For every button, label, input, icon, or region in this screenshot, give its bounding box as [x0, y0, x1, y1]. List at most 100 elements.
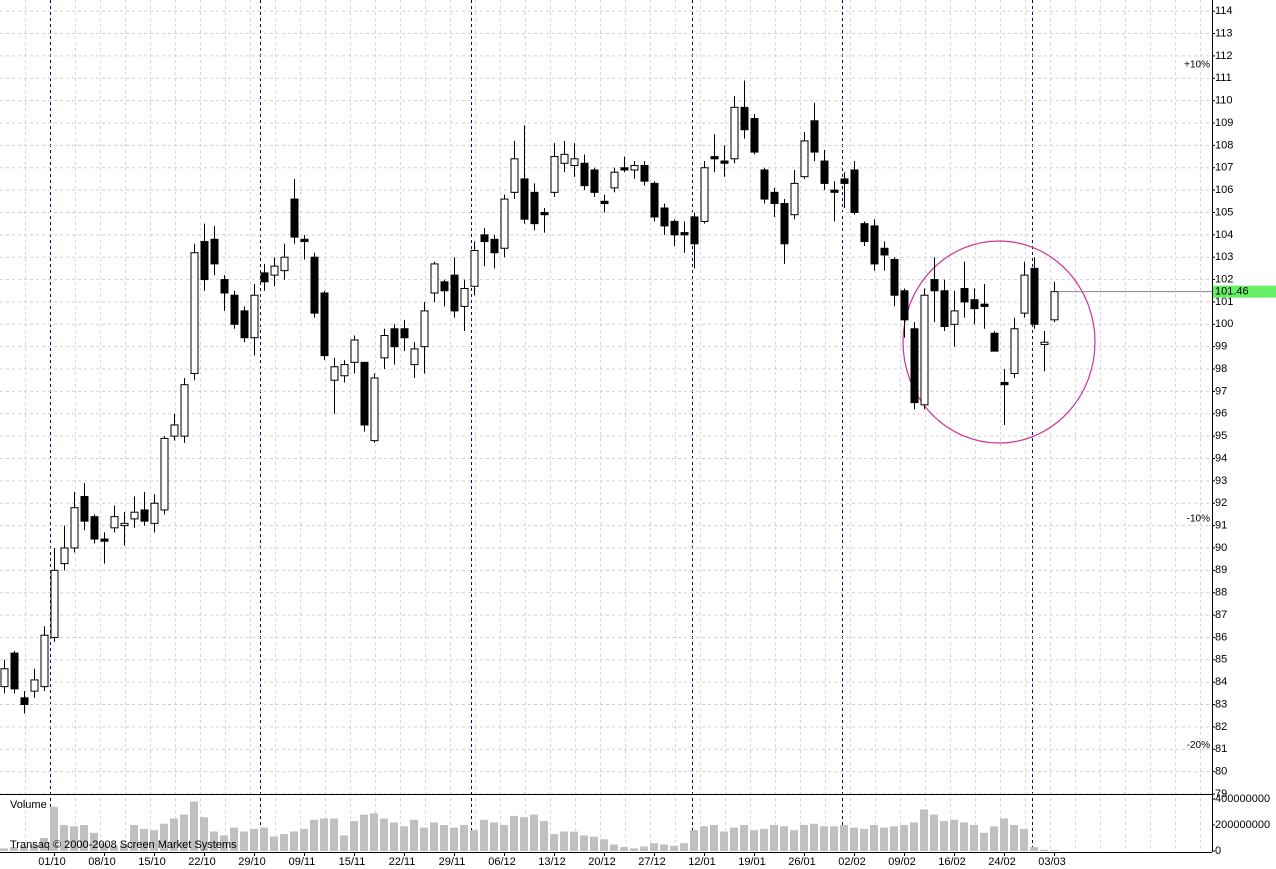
- volume-bar: [30, 845, 38, 851]
- volume-bar: [400, 826, 408, 851]
- volume-bar: [330, 818, 338, 851]
- candle-body: [30, 679, 39, 692]
- candle-body: [590, 169, 599, 193]
- volume-bar: [430, 822, 438, 851]
- candle-body: [970, 299, 979, 310]
- candle-body: [350, 339, 359, 363]
- candle-body: [1010, 328, 1019, 375]
- y-tick-label: 98: [1215, 363, 1227, 375]
- candle-body: [730, 106, 739, 160]
- volume-bar: [190, 801, 198, 851]
- candle-body: [210, 238, 219, 265]
- candle-body: [1020, 274, 1029, 314]
- candle-body: [370, 377, 379, 442]
- volume-bar: [970, 825, 978, 851]
- candle-body: [200, 241, 209, 281]
- candle-body: [960, 288, 969, 303]
- candle-body: [20, 697, 29, 706]
- y-tick-label: 110: [1215, 95, 1233, 107]
- candle-body: [860, 223, 869, 243]
- x-tick-label: 29/10: [238, 856, 266, 868]
- volume-bar: [900, 825, 908, 851]
- candle-body: [710, 156, 719, 160]
- volume-bar: [60, 825, 68, 851]
- x-tick-label: 09/02: [888, 856, 916, 868]
- volume-bar: [450, 827, 458, 851]
- candle-body: [950, 310, 959, 325]
- volume-bar: [480, 819, 488, 851]
- x-tick-label: 13/12: [538, 856, 566, 868]
- volume-bar: [1010, 825, 1018, 851]
- y-tick-label: 82: [1215, 721, 1227, 733]
- candle-body: [340, 364, 349, 377]
- volume-bar: [570, 831, 578, 851]
- volume-bar: [1000, 818, 1008, 851]
- y-tick-label: 94: [1215, 452, 1227, 464]
- candle-body: [880, 247, 889, 256]
- candle-body: [700, 167, 709, 222]
- candle-body: [720, 160, 729, 164]
- volume-tick-label: 0: [1215, 845, 1221, 857]
- volume-bar: [390, 822, 398, 851]
- volume-bar: [620, 847, 628, 851]
- candle-body: [160, 437, 169, 511]
- volume-bar: [720, 831, 728, 851]
- volume-bar: [380, 818, 388, 851]
- volume-bar: [350, 821, 358, 851]
- candle-body: [820, 160, 829, 184]
- volume-bar: [90, 832, 98, 851]
- volume-bar: [170, 818, 178, 851]
- volume-bar: [540, 821, 548, 851]
- x-tick-label: 24/02: [988, 856, 1016, 868]
- y-tick-label: 83: [1215, 698, 1227, 710]
- candle-body: [150, 502, 159, 524]
- candle-body: [430, 263, 439, 294]
- volume-bar: [550, 834, 558, 851]
- candle-body: [910, 328, 919, 404]
- candle-body: [50, 569, 59, 638]
- volume-bar: [20, 846, 28, 851]
- candle-body: [220, 279, 229, 294]
- candle-body: [660, 207, 669, 227]
- candle-body: [130, 511, 139, 520]
- volume-bar: [800, 825, 808, 851]
- y-tick-label: 86: [1215, 631, 1227, 643]
- x-tick-label: 02/02: [838, 856, 866, 868]
- volume-bar: [300, 828, 308, 851]
- volume-bar: [410, 819, 418, 851]
- footer: Transaq © 2000-2008 Screen Market System…: [10, 839, 237, 851]
- volume-bar: [760, 828, 768, 851]
- candle-body: [540, 211, 549, 216]
- volume-bar: [910, 822, 918, 851]
- candle-body: [270, 265, 279, 276]
- y-tick-label: 91: [1215, 520, 1227, 532]
- volume-bar: [730, 827, 738, 851]
- volume-bar: [930, 814, 938, 851]
- y-tick-label: 109: [1215, 117, 1233, 129]
- volume-bar: [370, 813, 378, 851]
- x-tick-label: 19/01: [738, 856, 766, 868]
- x-tick-label: 20/12: [588, 856, 616, 868]
- y-tick-label: 79: [1215, 788, 1227, 800]
- candle-body: [750, 118, 759, 153]
- candle-body: [740, 106, 749, 131]
- candle-body: [180, 384, 189, 437]
- candle-body: [470, 250, 479, 287]
- candle-body: [330, 366, 339, 381]
- volume-bar: [680, 843, 688, 851]
- candle-body: [640, 165, 649, 182]
- candle-body: [570, 158, 579, 167]
- y-tick-label: 104: [1215, 229, 1233, 241]
- volume-bar: [130, 825, 138, 851]
- candle-body: [770, 191, 779, 205]
- y-tick-label: 80: [1215, 766, 1227, 778]
- candle-body: [840, 178, 849, 184]
- candle-body: [500, 198, 509, 249]
- volume-bar: [70, 826, 78, 851]
- candle-body: [280, 256, 289, 272]
- y-tick-label: 93: [1215, 475, 1227, 487]
- volume-bar: [830, 826, 838, 851]
- volume-bar: [1050, 850, 1058, 851]
- last-price-tag: [1213, 285, 1276, 298]
- volume-bar: [500, 825, 508, 851]
